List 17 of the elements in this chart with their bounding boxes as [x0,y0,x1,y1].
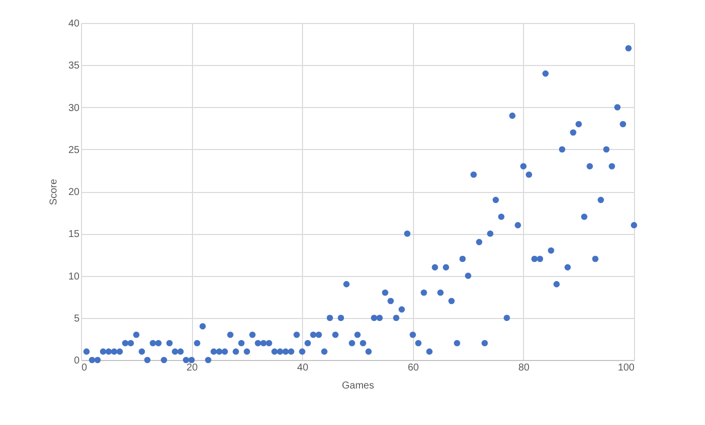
x-tick-label: 60 [408,362,420,374]
y-tick-label: 20 [68,187,80,198]
x-tick-label: 20 [186,362,198,374]
y-tick-label: 30 [68,102,80,114]
y-tick-label: 35 [68,60,80,72]
y-tick-label: 15 [68,229,80,240]
y-axis-title: Score [48,178,60,206]
x-tick-label: 0 [82,362,88,374]
y-tick-label: 25 [68,144,80,156]
x-axis-title: Games [342,380,374,392]
y-tick-label: 40 [68,18,80,30]
y-tick-label: 5 [74,313,80,324]
x-tick-label: 100 [618,362,635,374]
y-tick-label: 10 [68,271,80,282]
x-tick-label: 80 [518,362,530,374]
y-tick-label: 0 [74,356,80,366]
x-tick-label: 40 [297,362,309,374]
